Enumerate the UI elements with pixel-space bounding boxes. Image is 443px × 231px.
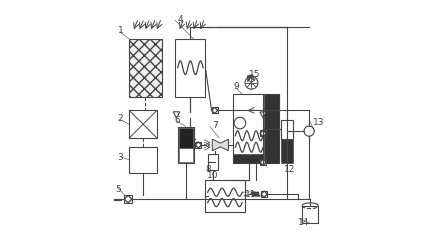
Polygon shape xyxy=(195,142,202,148)
Polygon shape xyxy=(260,112,266,119)
Bar xyxy=(129,111,157,138)
Text: 7: 7 xyxy=(212,120,218,129)
Polygon shape xyxy=(260,131,266,137)
Text: 3: 3 xyxy=(118,152,124,161)
Text: 1: 1 xyxy=(118,26,124,35)
Bar xyxy=(233,95,279,164)
Bar xyxy=(178,127,194,164)
Circle shape xyxy=(245,77,258,90)
Polygon shape xyxy=(212,108,218,114)
Bar xyxy=(281,120,293,140)
Bar xyxy=(281,140,293,164)
Bar xyxy=(129,40,162,97)
Circle shape xyxy=(234,118,246,129)
Polygon shape xyxy=(195,142,202,148)
Bar xyxy=(179,149,193,163)
Polygon shape xyxy=(173,112,180,119)
Polygon shape xyxy=(261,191,267,197)
Text: 4: 4 xyxy=(178,15,183,24)
Bar xyxy=(175,40,206,97)
Text: 14: 14 xyxy=(298,217,309,226)
Text: 10: 10 xyxy=(206,171,218,180)
Polygon shape xyxy=(124,196,132,203)
Polygon shape xyxy=(260,160,266,166)
Text: 9: 9 xyxy=(233,81,239,90)
Circle shape xyxy=(304,127,314,137)
Text: 6: 6 xyxy=(174,116,180,125)
Text: 5: 5 xyxy=(116,185,121,193)
Bar xyxy=(206,180,245,212)
Polygon shape xyxy=(212,108,218,114)
Polygon shape xyxy=(260,131,266,137)
Text: 8: 8 xyxy=(206,164,211,173)
Polygon shape xyxy=(124,196,132,203)
Bar xyxy=(129,148,157,173)
Bar xyxy=(233,155,263,164)
Text: 2: 2 xyxy=(118,113,123,122)
Polygon shape xyxy=(260,160,266,166)
Text: 13: 13 xyxy=(313,118,324,127)
Text: 12: 12 xyxy=(284,164,295,173)
Polygon shape xyxy=(261,191,267,197)
Bar xyxy=(208,155,218,171)
Bar xyxy=(302,206,319,223)
Bar xyxy=(264,95,279,164)
Text: 15: 15 xyxy=(249,70,260,79)
Text: 11: 11 xyxy=(245,189,256,198)
Polygon shape xyxy=(212,140,229,151)
Bar xyxy=(179,129,193,148)
